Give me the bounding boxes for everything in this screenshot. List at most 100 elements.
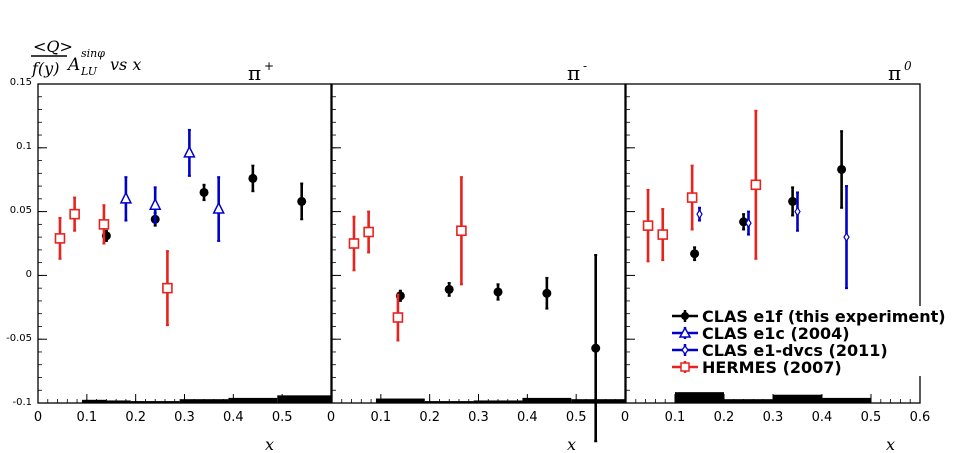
y-tick-label: -0.05 [6,333,32,344]
data-point-filled-circle [690,249,700,259]
data-point-open-diamond [794,206,801,217]
y-title-denominator: f(y) [31,59,59,78]
legend-label: CLAS e1f (this experiment) [702,307,946,326]
systematic-error-bar [571,399,625,403]
data-point-open-square [69,208,80,220]
panel-frame [331,83,626,404]
x-tick-label: 0.5 [861,410,882,425]
legend-entry-clas-e1c: CLAS e1c (2004) [672,324,850,343]
y-tick-label: 0.15 [10,77,32,88]
x-tick-label: 0.1 [370,410,391,425]
systematic-error-bar [724,399,773,403]
systematic-error-bar [822,397,871,403]
panels: 0 0.1 0.2 0.3 0.4 0.5 0 0.1 0.2 0.3 0.4 0.5 0 0.1 0.2 0… [34,83,931,443]
data-point-open-square [162,282,173,294]
legend-background [662,306,924,376]
legend-label: HERMES (2007) [702,358,842,377]
systematic-error-bar [277,395,331,403]
data-point-open-square [657,229,669,240]
legend-entry-hermes: HERMES (2007) [672,358,842,377]
panel-title-pi-plus: π [248,61,261,85]
data-point-open-square [750,179,762,191]
legend: CLAS e1f (this experiment) CLAS e1c (200… [662,306,946,377]
data-point-open-triangle [183,145,196,158]
x-tick-label: 0.2 [125,410,146,425]
panel-title-pi-plus-charge: + [264,59,274,73]
data-point-open-square [348,238,360,249]
data-point-filled-circle [739,217,749,227]
data-point-open-square [54,233,66,244]
y-tick-label: 0.05 [10,205,32,216]
data-point-open-triangle [119,191,133,204]
systematic-error-bar [81,399,107,403]
x-tick-label: 0.4 [517,410,538,425]
x-tick-label: 0.4 [223,410,244,425]
panel-titles: π + π - π 0 [248,59,912,85]
data-point-open-square [363,226,374,238]
panel-1: 0 0.1 0.2 0.3 0.4 0.5 0 [34,83,335,425]
data-point-open-square [392,312,404,323]
y-title-symbol: A [66,55,80,75]
legend-marker-open-triangle [678,326,692,338]
data-point-filled-circle [542,288,552,298]
x-tick-label: 0 [621,410,629,425]
systematic-error-bar [106,400,131,403]
data-point-filled-circle [591,343,601,353]
y-axis-tick-labels: 0.15 0.1 0.05 0 -0.05 -0.1 [6,77,32,408]
data-point-open-square [98,219,110,230]
panel-title-pi-minus: π [567,61,580,85]
legend-label: CLAS e1-dvcs (2011) [702,341,888,360]
x-tick-label: 0.2 [714,410,735,425]
legend-entry-clas-e1-dvcs: CLAS e1-dvcs (2011) [672,341,888,360]
x-tick-label: 0.3 [468,410,489,425]
x-axis-titles: x x x [265,435,895,453]
x-tick-label: 0.1 [76,410,97,425]
y-title-subscript: LU [80,65,98,78]
x-tick-label: 0.1 [665,410,686,425]
panel-3: 0.1 0.2 0.3 0.4 0.5 0.6 [625,83,931,425]
panel-title-pi-zero-charge: 0 [904,59,912,73]
y-tick-label: 0 [26,269,32,280]
legend-marker-open-diamond [681,344,689,356]
data-point-filled-circle [837,164,847,174]
legend-label: CLAS e1c (2004) [702,324,850,343]
data-point-filled-circle [248,173,258,183]
y-tick-label: 0.1 [16,141,32,152]
data-point-filled-circle [199,187,209,197]
data-point-filled-circle [493,287,503,297]
systematic-error-bar [773,394,822,403]
systematic-error-bar [675,392,724,403]
x-tick-label: 0.5 [566,410,587,425]
legend-marker-filled-circle [681,312,689,320]
x-tick-label: 0.4 [812,410,833,425]
data-point-open-square [686,192,698,203]
data-point-open-diamond [696,209,703,220]
data-point-open-square [456,225,467,237]
data-point-open-triangle [148,197,162,210]
data-point-open-triangle [212,201,225,214]
x-tick-label: 0.6 [910,410,931,425]
x-tick-label: 0 [34,410,42,425]
x-axis-title: x [567,435,576,453]
data-point-open-diamond [745,217,752,229]
y-axis-title: <Q> f(y) A sinφ LU vs x [31,37,141,78]
panel-2: 0.1 0.2 0.3 0.4 0.5 0 [331,83,629,443]
panel-title-pi-zero: π [888,61,901,85]
data-point-filled-circle [788,196,798,206]
data-point-open-square [642,220,654,231]
x-tick-label: 0 [327,410,335,425]
y-title-superscript: sinφ [81,47,105,60]
y-title-suffix: vs x [110,55,141,74]
y-title-numerator: <Q> [33,37,73,56]
x-tick-label: 0.3 [763,410,784,425]
y-tick-label: -0.1 [12,397,32,408]
legend-marker-open-square [680,362,690,372]
x-axis-title: x [886,435,895,453]
data-point-open-diamond [843,231,850,243]
data-point-filled-circle [297,196,307,206]
x-tick-label: 0.3 [174,410,195,425]
data-point-filled-circle [444,284,454,294]
x-tick-label: 0.5 [272,410,293,425]
legend-entry-clas-e1f: CLAS e1f (this experiment) [672,307,946,326]
